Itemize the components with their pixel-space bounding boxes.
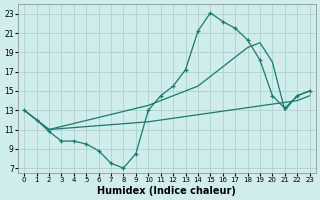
X-axis label: Humidex (Indice chaleur): Humidex (Indice chaleur) bbox=[98, 186, 236, 196]
